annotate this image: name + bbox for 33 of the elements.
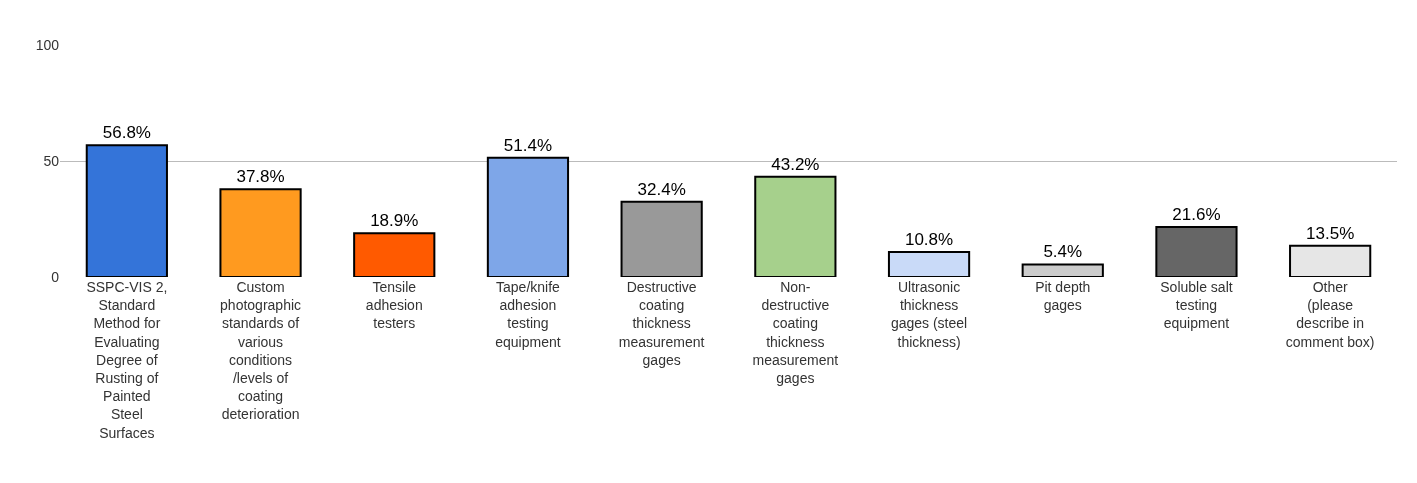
bar: [486, 156, 570, 277]
data-label: 5.4%: [1043, 242, 1083, 262]
y-tick-label: 50: [43, 152, 60, 169]
data-label: 21.6%: [1172, 204, 1221, 224]
x-tick-label: Soluble salt testing equipment: [1160, 279, 1233, 332]
x-tick-label: Pit depth gages: [1035, 279, 1091, 314]
data-label: 51.4%: [503, 135, 553, 155]
x-tick-label: Other (please describe in comment box): [1285, 279, 1375, 350]
category-label: SSPC-VIS 2, Standard Method for Evaluating Degree of Rusting of Painted Steel Surfaces: [86, 279, 168, 441]
bar: [754, 175, 837, 277]
bar: [887, 250, 971, 277]
bar: [1289, 244, 1372, 277]
x-tick-label: Custom photographic standards of various conditions /levels of coating deterioration: [220, 279, 302, 423]
data-label: 32.4%: [637, 179, 686, 199]
x-tick-label: Non-destructive coating thickness measurement gages: [752, 279, 839, 386]
bar: [620, 200, 703, 277]
x-tick-label: Tape/knife adhesion testing equipment: [495, 279, 561, 350]
data-label: 10.8%: [904, 229, 954, 249]
data-label: 18.9%: [370, 211, 419, 231]
x-tick-label: Ultrasonic thickness gages (steel thickness): [890, 279, 968, 350]
data-label: 37.8%: [236, 167, 285, 187]
data-label: 56.8%: [102, 123, 151, 143]
y-tick-label: 0: [51, 268, 60, 285]
bar: [219, 188, 302, 277]
x-tick-label: Destructive coating thickness measurement gages: [618, 279, 705, 368]
data-label: 13.5%: [1306, 223, 1355, 243]
data-label: 43.2%: [771, 154, 820, 174]
x-tick-label: Tensile adhesion testers: [365, 279, 423, 332]
y-tick-label: 100: [35, 36, 60, 53]
bar: [1021, 263, 1104, 277]
bar: [85, 144, 168, 277]
bar: [353, 232, 436, 277]
bar: [1155, 225, 1238, 277]
